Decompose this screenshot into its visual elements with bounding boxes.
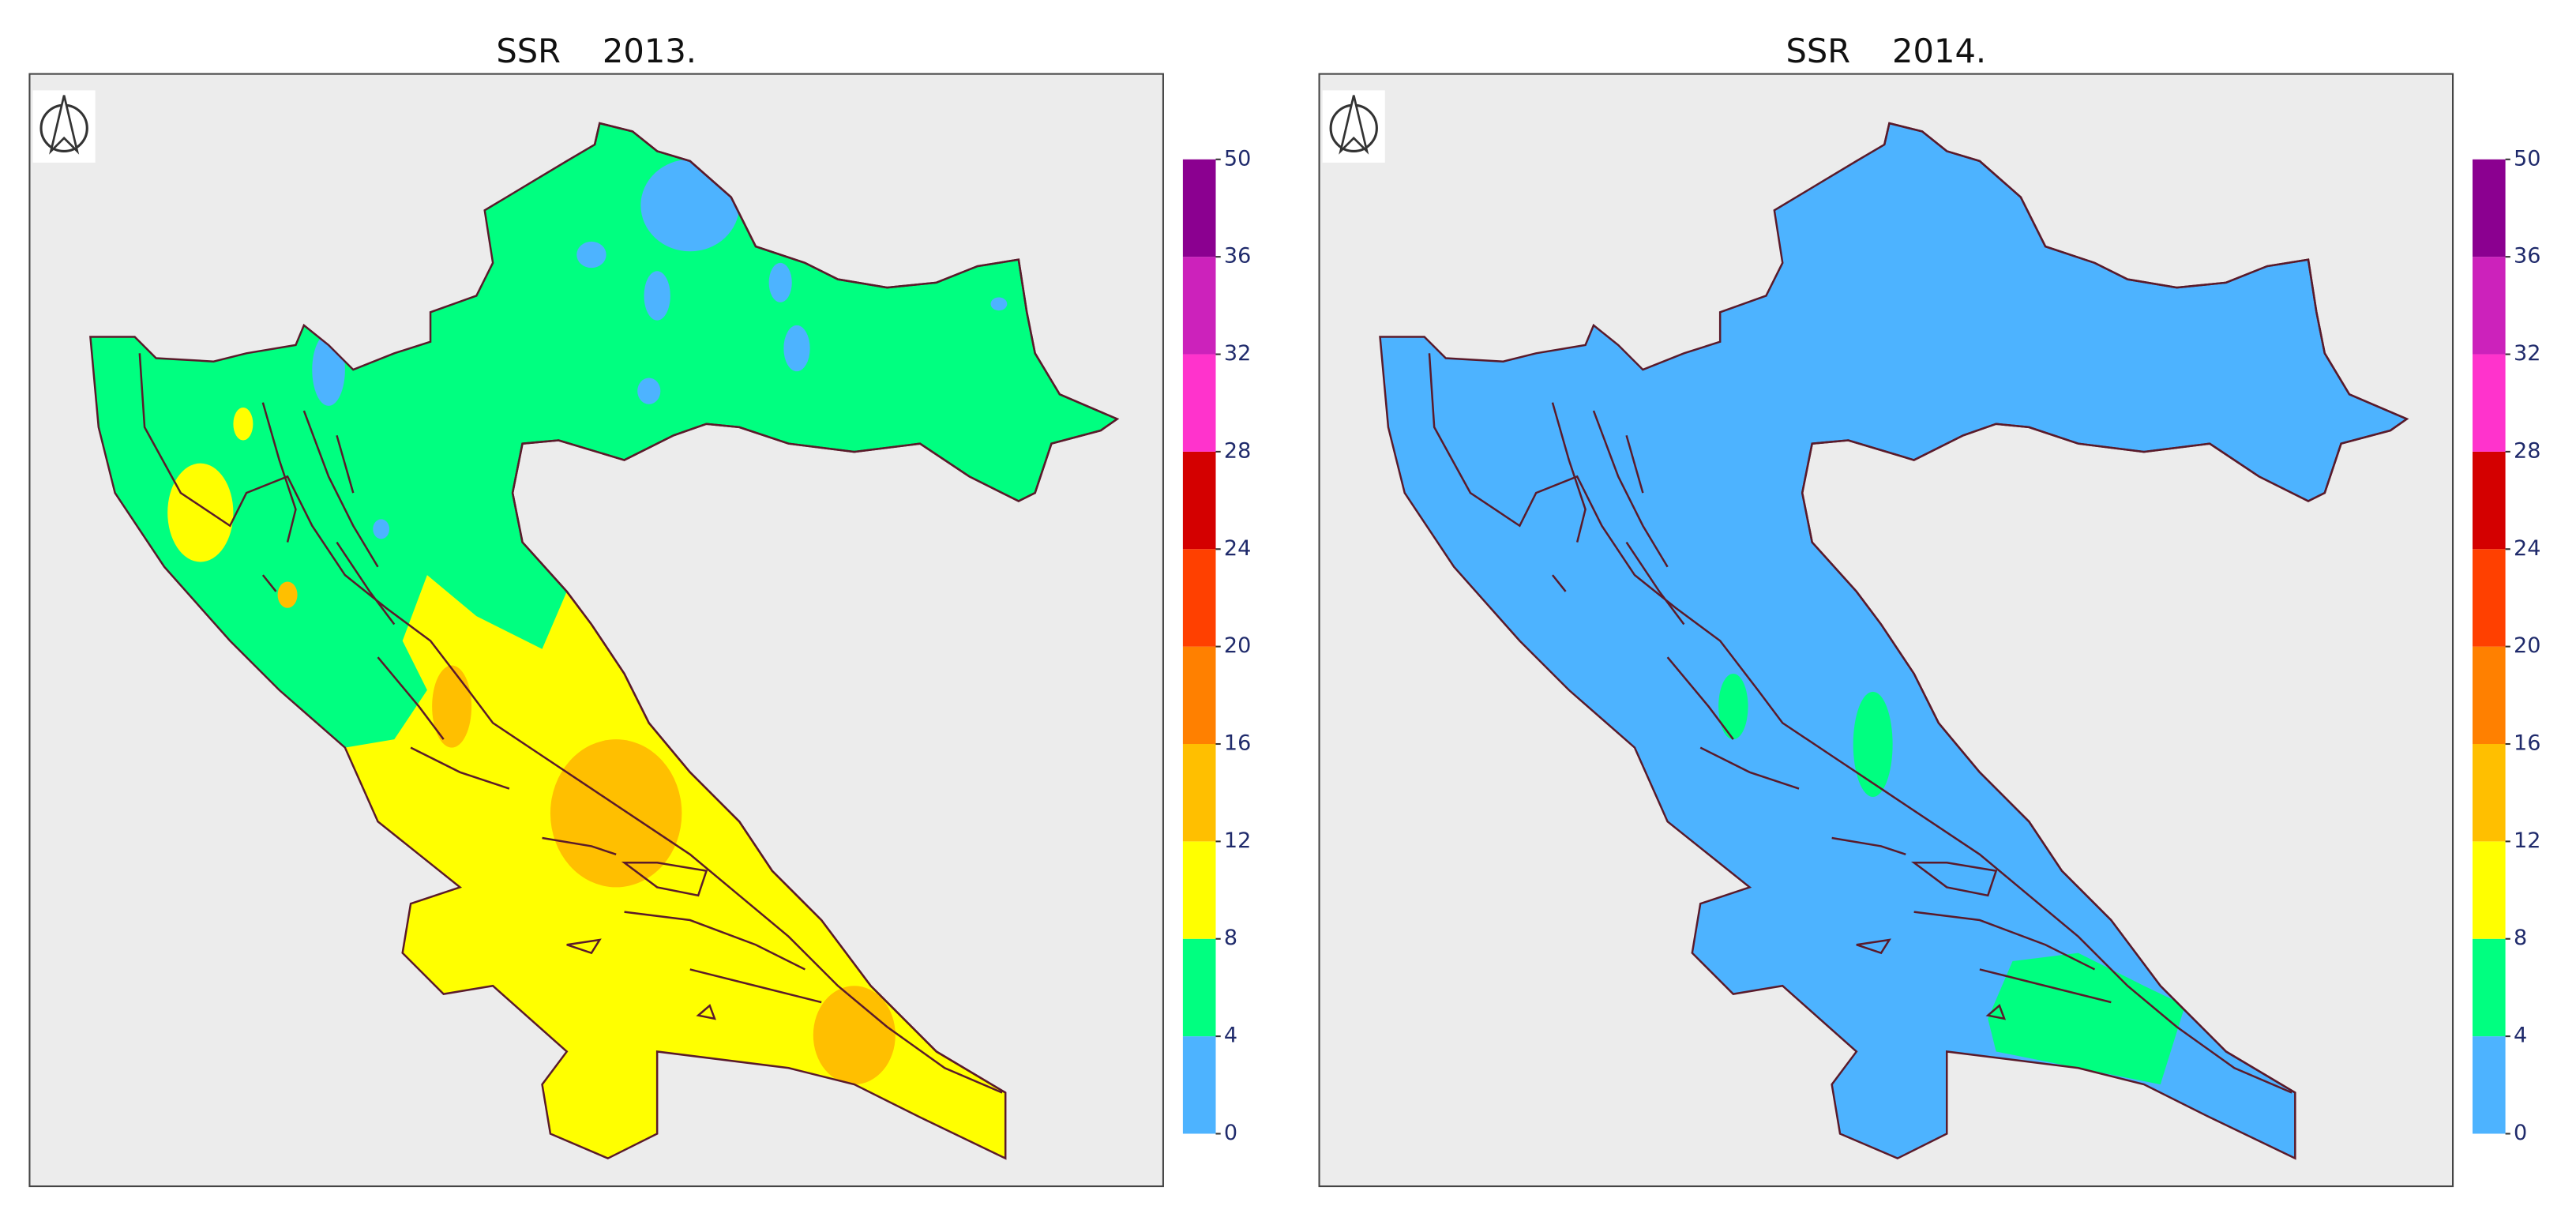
colorbar-segment bbox=[2473, 451, 2506, 550]
colorbar-tick-label: 4 bbox=[2514, 1024, 2527, 1048]
colorbar-tick-label: 20 bbox=[2514, 633, 2540, 658]
value-region bbox=[990, 297, 1008, 311]
colorbar-segment bbox=[1182, 841, 1216, 939]
value-region bbox=[1853, 691, 1893, 797]
value-region bbox=[550, 739, 682, 888]
colorbar-tick-label: 28 bbox=[1224, 438, 1251, 463]
value-region bbox=[432, 665, 472, 748]
colorbar-tick-label: 32 bbox=[1224, 341, 1251, 366]
colorbar-tick-label: 36 bbox=[1224, 244, 1251, 269]
colorbar-tick-label: 8 bbox=[1224, 926, 1237, 950]
colorbar-tick-label: 8 bbox=[2514, 926, 2527, 950]
colorbar-segment bbox=[1182, 646, 1216, 745]
colorbar-segment bbox=[1182, 549, 1216, 647]
colorbar-segment bbox=[2473, 549, 2506, 647]
value-regions bbox=[167, 159, 1008, 1159]
value-region bbox=[644, 271, 670, 321]
compass-needle bbox=[49, 95, 80, 155]
colorbar-tick-label: 20 bbox=[1224, 633, 1251, 658]
colorbar-segment bbox=[1182, 744, 1216, 842]
colorbar-tick-label: 0 bbox=[2514, 1121, 2527, 1145]
colorbar-tick-label: 4 bbox=[1224, 1024, 1237, 1048]
colorbar-segment bbox=[2473, 257, 2506, 355]
colorbar-tick-label: 50 bbox=[2514, 146, 2540, 171]
colorbar-tick-label: 0 bbox=[1224, 1121, 1237, 1145]
value-region bbox=[768, 262, 792, 302]
map-panel: SSR 2014. 0 4 8 12 16 20 24 28 32 36 50 bbox=[1318, 32, 2540, 1188]
colorbar-tick-label: 50 bbox=[1224, 146, 1251, 171]
colorbar-tick-label: 16 bbox=[2514, 731, 2540, 756]
map-title: SSR 2013. bbox=[496, 32, 697, 70]
colorbar-segment bbox=[2473, 354, 2506, 452]
map-panel: SSR 2013. 0 4 8 12 16 20 24 28 32 36 50 bbox=[28, 32, 1251, 1188]
colorbar-tick-label: 24 bbox=[2514, 536, 2540, 561]
colorbar-tick-label: 24 bbox=[1224, 536, 1251, 561]
compass-needle bbox=[1339, 95, 1369, 155]
panels: SSR 2013. 0 4 8 12 16 20 24 28 32 36 50 SSR 2014. 0 4 8… bbox=[28, 32, 2540, 1188]
value-region bbox=[637, 378, 661, 404]
value-region bbox=[277, 581, 298, 608]
colorbar-segment bbox=[1182, 1036, 1216, 1134]
colorbar-tick-label: 36 bbox=[2514, 244, 2540, 269]
colorbar-segment bbox=[1182, 257, 1216, 355]
map-title: SSR 2014. bbox=[1786, 32, 1986, 70]
colorbar-segment bbox=[2473, 841, 2506, 939]
colorbar-tick-label: 12 bbox=[2514, 828, 2540, 853]
value-region bbox=[373, 519, 390, 539]
colorbar-tick-label: 28 bbox=[2514, 438, 2540, 463]
value-region bbox=[783, 325, 810, 372]
value-region bbox=[167, 463, 234, 562]
value-region bbox=[576, 241, 606, 269]
colorbar-segment bbox=[1182, 354, 1216, 452]
colorbar-segment bbox=[1182, 451, 1216, 550]
colorbar-segment bbox=[1182, 159, 1216, 257]
colorbar-tick-label: 32 bbox=[2514, 341, 2540, 366]
compass-icon bbox=[1322, 90, 1385, 163]
value-regions bbox=[1718, 673, 2185, 1085]
colorbar-segment bbox=[2473, 938, 2506, 1037]
colorbar-tick-label: 16 bbox=[1224, 731, 1251, 756]
colorbar-tick-label: 12 bbox=[1224, 828, 1251, 853]
colorbar-segment bbox=[2473, 646, 2506, 745]
value-region bbox=[1988, 952, 2185, 1085]
value-region bbox=[813, 986, 896, 1085]
colorbar-segment bbox=[2473, 744, 2506, 842]
value-region bbox=[1718, 673, 1748, 740]
colorbar-segment bbox=[2473, 1036, 2506, 1134]
colorbar-segment bbox=[1182, 938, 1216, 1037]
value-region bbox=[233, 407, 253, 441]
colorbar-segment bbox=[2473, 159, 2506, 257]
compass-icon bbox=[32, 90, 96, 163]
